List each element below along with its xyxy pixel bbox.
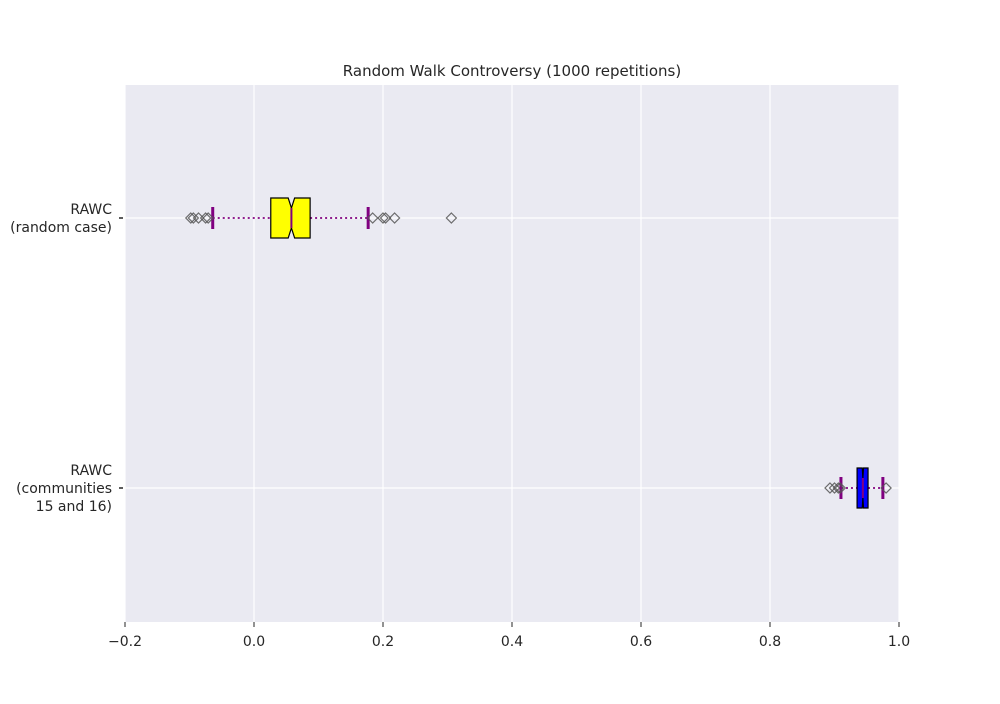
x-tick-label: 1.0 — [888, 634, 910, 650]
y-tick-label-line: (communities — [16, 481, 112, 497]
outlier-point — [199, 212, 212, 224]
outlier-point — [184, 212, 197, 224]
outlier-point — [880, 482, 892, 494]
x-tick-label: 0.8 — [759, 634, 781, 650]
outlier-point — [828, 482, 841, 494]
chart-title: Random Walk Controversy (1000 repetition… — [343, 62, 681, 80]
x-tick-label: 0.4 — [501, 634, 523, 650]
outlier-point — [832, 482, 845, 494]
x-tick-label: 0.2 — [372, 634, 394, 650]
outlier-point — [834, 482, 847, 494]
outlier-point — [377, 212, 389, 224]
x-tick-label: −0.2 — [108, 634, 142, 650]
box-marks — [184, 197, 892, 509]
y-tick-label-line: 15 and 16) — [36, 499, 112, 515]
y-tick-label: RAWC (communities 15 and 16) — [16, 463, 112, 515]
y-tick-label-line: (random case) — [10, 220, 112, 236]
outlier-point — [187, 212, 200, 224]
outlier-point — [824, 482, 836, 494]
y-tick-label-line: RAWC — [70, 202, 112, 218]
outlier-point — [379, 212, 392, 224]
outlier-point — [202, 212, 215, 224]
y-tick-label: RAWC (random case) — [10, 202, 112, 236]
outlier-point — [366, 212, 379, 224]
x-tick-label: 0.0 — [243, 634, 265, 650]
outlier-point — [388, 212, 401, 224]
outlier-point — [445, 212, 458, 224]
x-tick-label: 0.6 — [630, 634, 652, 650]
y-tick-label-line: RAWC — [70, 463, 112, 479]
